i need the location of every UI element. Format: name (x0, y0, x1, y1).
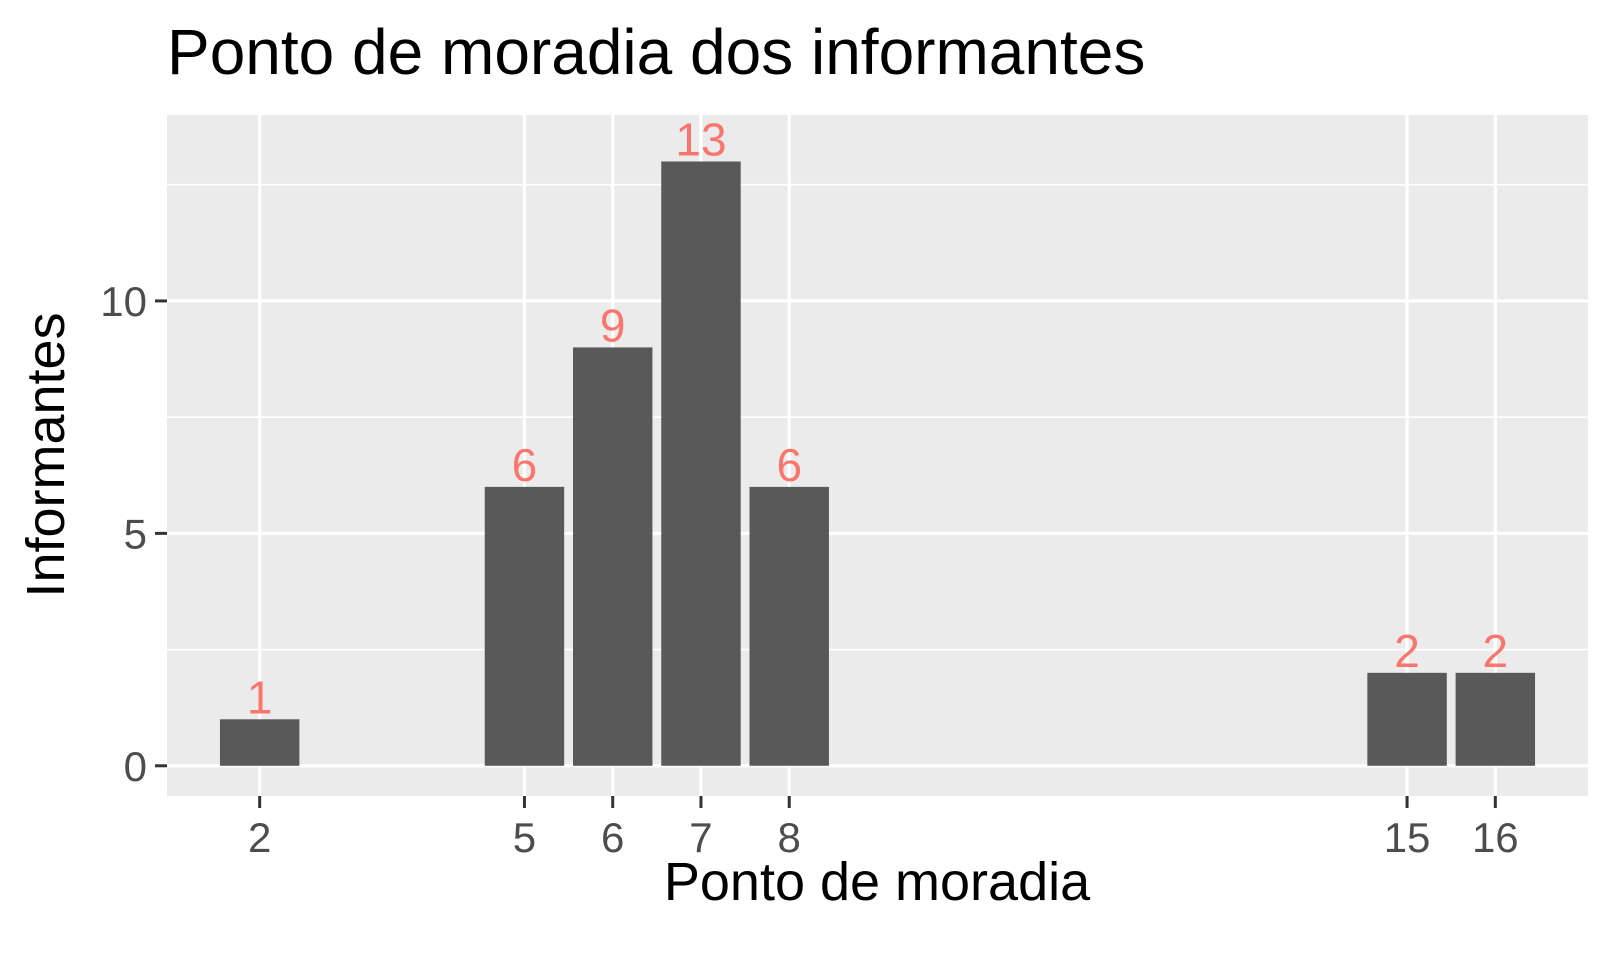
bar (573, 347, 653, 766)
x-tick-label: 7 (689, 814, 712, 861)
bars (219, 161, 1536, 766)
bar-value-label: 6 (776, 439, 802, 491)
x-tick-label: 2 (248, 814, 271, 861)
y-tick-label: 5 (124, 510, 147, 557)
bar (749, 486, 829, 766)
minor-gridlines (167, 183, 1588, 651)
bar (1367, 672, 1447, 766)
y-tick-label: 0 (124, 743, 147, 790)
bar-value-label: 13 (675, 113, 726, 165)
bar (661, 161, 741, 766)
panel-background (167, 115, 1588, 796)
y-tick-label: 10 (100, 278, 147, 325)
bar (1455, 672, 1536, 766)
x-tick-label: 16 (1472, 814, 1519, 861)
x-tick-label: 15 (1384, 814, 1431, 861)
bar-value-label: 2 (1483, 625, 1509, 677)
chart-title: Ponto de moradia dos informantes (167, 16, 1145, 88)
x-tick-label: 6 (601, 814, 624, 861)
bar-value-label: 2 (1394, 625, 1420, 677)
bar (219, 719, 300, 766)
x-axis-title: Ponto de moradia (664, 852, 1091, 912)
x-tick-label: 8 (778, 814, 801, 861)
bar-value-label: 9 (600, 299, 626, 351)
bar-value-labels: 1 6 9 13 6 2 2 (247, 113, 1508, 723)
x-axis: 2 5 6 7 8 15 16 (248, 796, 1519, 861)
x-tick-label: 5 (513, 814, 536, 861)
bar-value-label: 6 (512, 439, 538, 491)
y-axis: 0 5 10 (100, 278, 167, 790)
bar (484, 486, 565, 766)
bar-value-label: 1 (247, 671, 273, 723)
y-axis-title: Informantes (16, 312, 76, 597)
